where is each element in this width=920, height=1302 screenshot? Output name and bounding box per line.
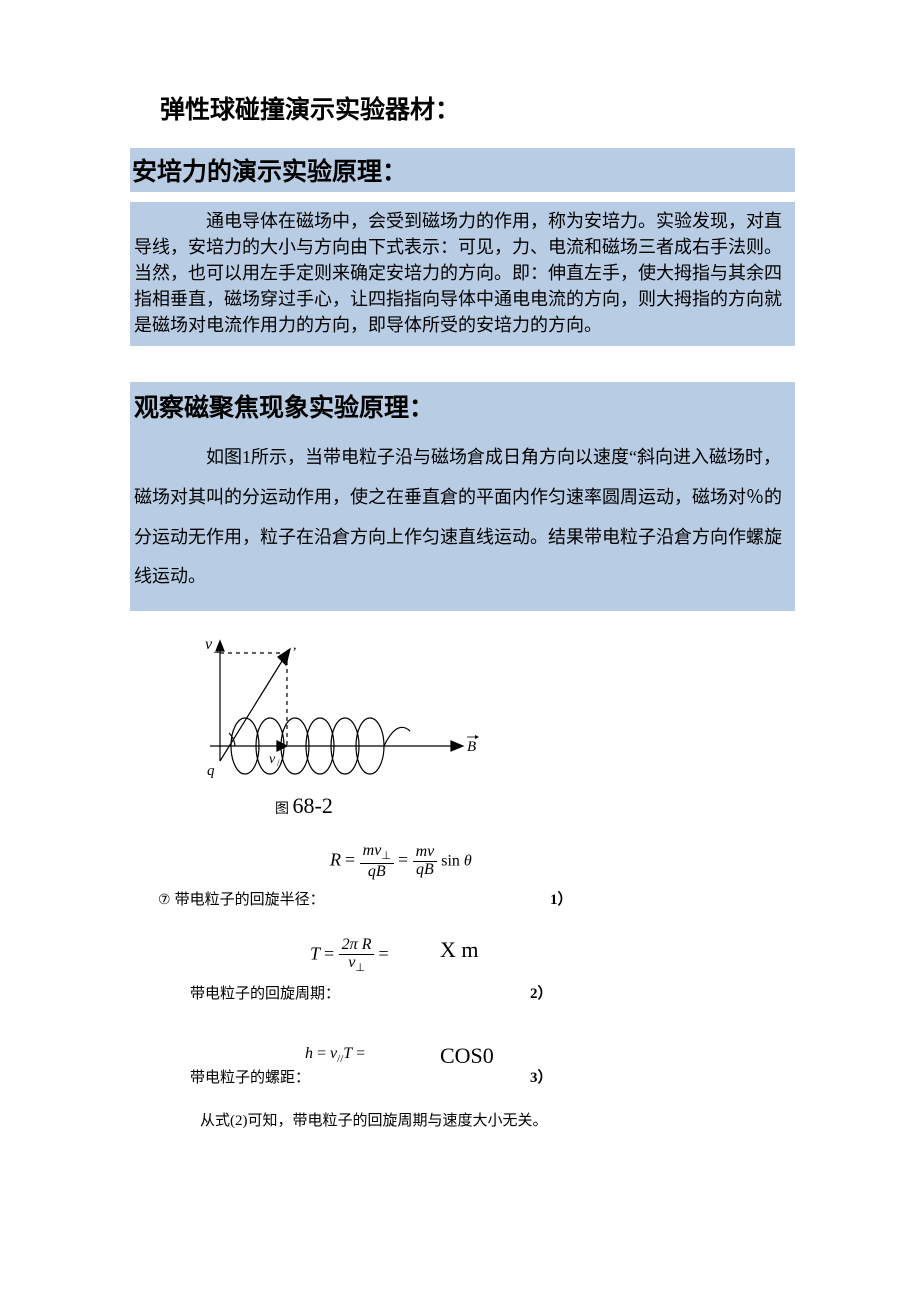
- paragraph-magnetic-focus: 如图1所示，当带电粒子沿与磁场倉成日角方向以速度“斜向进入磁场时，磁场对其叫的分…: [134, 438, 791, 596]
- heading-ampere: 安培力的演示实验原理：: [130, 148, 795, 192]
- label-b-vector: B: [467, 739, 476, 755]
- equation-radius: R = mν⊥qB = mνqB sin θ ⑦带电粒子的回旋半径： 1）: [130, 843, 795, 913]
- equation-pitch-label: 带电粒子的螺距：: [190, 1066, 310, 1087]
- title-elastic-ball: 弹性球碰撞演示实验器材：: [160, 90, 795, 126]
- paragraph-ampere: 通电导体在磁场中，会受到磁场力的作用，称为安培力。实验发现，对直导线，安培力的大…: [134, 208, 791, 338]
- spacer: [130, 346, 795, 382]
- svg-text://: //: [277, 758, 283, 768]
- equation-pitch: h = ν//T = COS0 带电粒子的螺距： 3）: [130, 1031, 795, 1091]
- equation-period-label: 带电粒子的回旋周期：: [190, 982, 340, 1003]
- equation-pitch-formula: h = ν//T =: [305, 1045, 565, 1095]
- figure-caption: 图 68-2: [275, 793, 795, 819]
- equation-period-number: 2）: [530, 982, 553, 1003]
- equation-pitch-extra: COS0: [440, 1043, 494, 1069]
- equation-period-extra: X m: [440, 937, 479, 963]
- figure-caption-number: 68-2: [293, 793, 333, 818]
- equation-radius-number: 1）: [550, 888, 573, 909]
- conclusion-text: 从式(2)可知，带电粒子的回旋周期与速度大小无关。: [200, 1109, 795, 1130]
- marker-7: ⑦: [158, 893, 171, 908]
- svg-text:,: ,: [293, 638, 297, 653]
- equation-radius-label: ⑦带电粒子的回旋半径：: [158, 888, 325, 909]
- paragraph-ampere-block: 通电导体在磁场中，会受到磁场力的作用，称为安培力。实验发现，对直导线，安培力的大…: [130, 202, 795, 346]
- equation-pitch-number: 3）: [530, 1066, 553, 1087]
- label-v-parallel: ν: [269, 752, 276, 767]
- heading-magnetic-focus: 观察磁聚焦现象实验原理：: [134, 388, 791, 424]
- page: 弹性球碰撞演示实验器材： 安培力的演示实验原理： 通电导体在磁场中，会受到磁场力…: [0, 0, 920, 1210]
- label-q: q: [207, 763, 215, 779]
- section-magnetic-focus: 观察磁聚焦现象实验原理： 如图1所示，当带电粒子沿与磁场倉成日角方向以速度“斜向…: [130, 382, 795, 610]
- helix-diagram-svg: ν ⊥ , q ν // B: [185, 631, 485, 791]
- equation-radius-formula: R = mν⊥qB = mνqB sin θ: [330, 843, 590, 893]
- equation-period: T = 2π Rν⊥ = X m 带电粒子的回旋周期： 2）: [130, 937, 795, 1007]
- svg-text:⊥: ⊥: [213, 645, 222, 656]
- figure-caption-prefix: 图: [275, 802, 293, 817]
- label-v-perp: ν: [205, 636, 213, 653]
- figure-68-2: ν ⊥ , q ν // B 图 68-2: [185, 631, 795, 819]
